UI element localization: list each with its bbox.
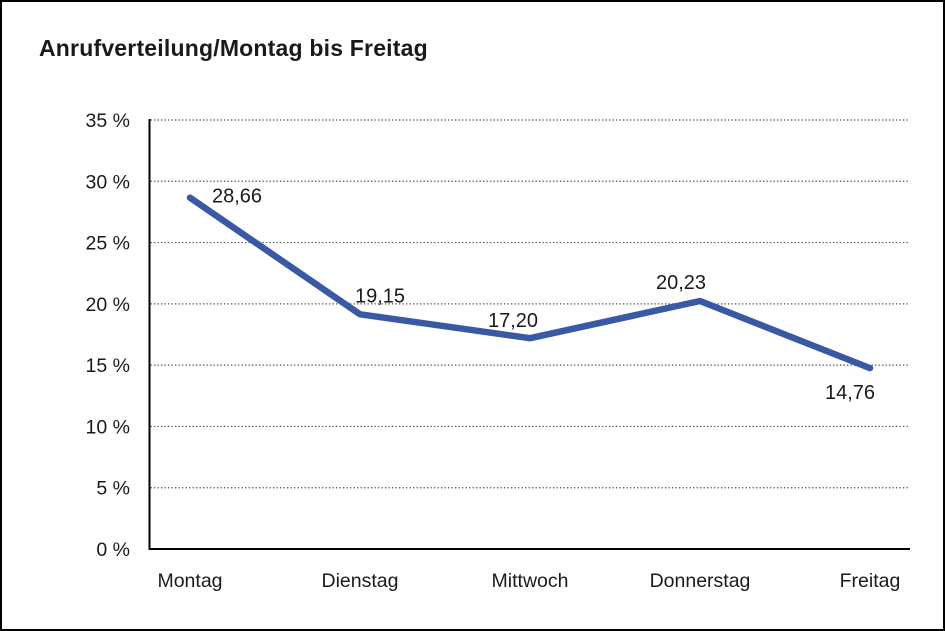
data-point-label: 17,20	[488, 310, 538, 332]
data-point-label: 14,76	[825, 382, 875, 404]
y-tick-label: 0 %	[96, 539, 130, 561]
data-point-label: 28,66	[212, 186, 262, 208]
y-tick-label: 30 %	[86, 171, 130, 193]
chart-title: Anrufverteilung/Montag bis Freitag	[39, 35, 428, 61]
y-tick-label: 25 %	[86, 233, 130, 255]
y-tick-label: 15 %	[86, 355, 130, 377]
x-category-label: Mittwoch	[492, 570, 569, 592]
x-category-label: Dienstag	[322, 570, 399, 592]
data-point-label: 20,23	[656, 272, 706, 294]
data-point-label: 19,15	[355, 285, 405, 307]
data-line	[186, 194, 874, 372]
y-tick-label: 10 %	[86, 416, 130, 438]
y-tick-label: 35 %	[86, 110, 130, 132]
y-tick-label: 20 %	[86, 294, 130, 316]
x-category-label: Donnerstag	[650, 570, 751, 592]
x-category-label: Montag	[157, 570, 222, 592]
x-category-label: Freitag	[840, 570, 901, 592]
y-tick-label: 5 %	[96, 478, 130, 500]
